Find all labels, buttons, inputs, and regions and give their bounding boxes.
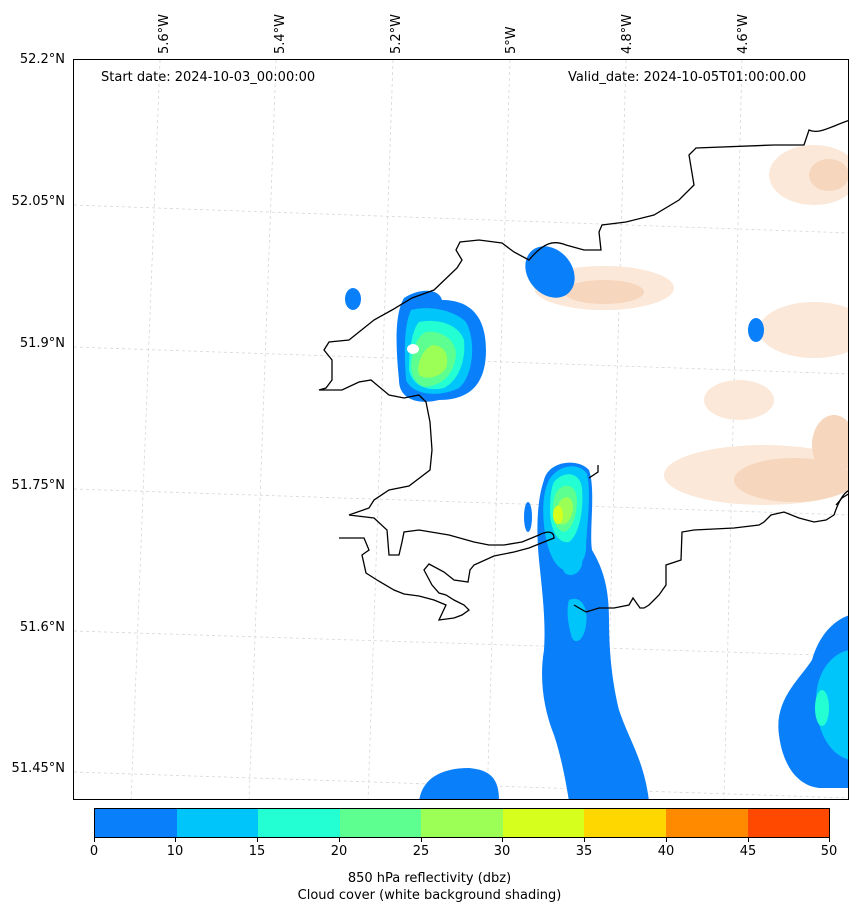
colorbar-label: 850 hPa reflectivity (dbz) <box>347 871 512 886</box>
colorbar-tick-label: 50 <box>820 844 838 859</box>
colorbar-tick <box>748 838 749 842</box>
colorbar-segment <box>747 809 830 837</box>
colorbar-segment <box>339 809 422 837</box>
reflectivity-field <box>345 246 848 799</box>
colorbar-tick <box>175 838 176 842</box>
coastline <box>318 120 848 621</box>
colorbar <box>94 808 830 838</box>
lat-label-52-05n: 52.05°N <box>11 194 65 209</box>
colorbar-tick-label: 25 <box>412 844 430 859</box>
colorbar-segment <box>258 809 340 837</box>
colorbar-tick <box>94 838 95 842</box>
colorbar-tick <box>584 838 585 842</box>
colorbar-tick-label: 0 <box>89 844 99 859</box>
colorbar-tick <box>257 838 258 842</box>
cloud-cover <box>534 145 848 505</box>
colorbar-tick <box>339 838 340 842</box>
colorbar-segment <box>176 809 259 837</box>
lat-label-52-2n: 52.2°N <box>19 52 65 67</box>
colorbar-tick-label: 10 <box>166 844 184 859</box>
lat-label-51-75n: 51.75°N <box>11 478 65 493</box>
start-date-text: Start date: 2024-10-03_00:00:00 <box>101 70 316 85</box>
colorbar-segment <box>584 809 666 837</box>
colorbar-sublabel: Cloud cover (white background shading) <box>297 888 562 903</box>
colorbar-tick-label: 30 <box>493 844 511 859</box>
lon-label-5-4w: 5.4°W <box>273 13 288 54</box>
colorbar-tick-label: 35 <box>575 844 593 859</box>
colorbar-tick-label: 15 <box>248 844 266 859</box>
colorbar-segment <box>665 809 748 837</box>
lat-label-51-9n: 51.9°N <box>19 336 65 351</box>
colorbar-tick-label: 45 <box>739 844 757 859</box>
colorbar-tick <box>666 838 667 842</box>
colorbar-segment <box>95 809 177 837</box>
lon-label-5-2w: 5.2°W <box>389 13 404 54</box>
colorbar-segment <box>502 809 585 837</box>
lon-label-4-8w: 4.8°W <box>620 13 635 54</box>
lon-label-5w: 5°W <box>504 26 519 54</box>
colorbar-tick <box>421 838 422 842</box>
map-panel <box>73 59 849 800</box>
lon-label-4-6w: 4.6°W <box>736 13 751 54</box>
colorbar-tick <box>829 838 830 842</box>
lat-label-51-45n: 51.45°N <box>11 761 65 776</box>
colorbar-tick-label: 40 <box>657 844 675 859</box>
graticule <box>74 60 848 799</box>
lat-label-51-6n: 51.6°N <box>19 620 65 635</box>
colorbar-tick <box>502 838 503 842</box>
colorbar-tick-label: 20 <box>330 844 348 859</box>
map-canvas <box>74 60 848 799</box>
lon-label-5-6w: 5.6°W <box>157 13 172 54</box>
valid-date-text: Valid_date: 2024-10-05T01:00:00.00 <box>568 70 807 85</box>
colorbar-segment <box>421 809 503 837</box>
